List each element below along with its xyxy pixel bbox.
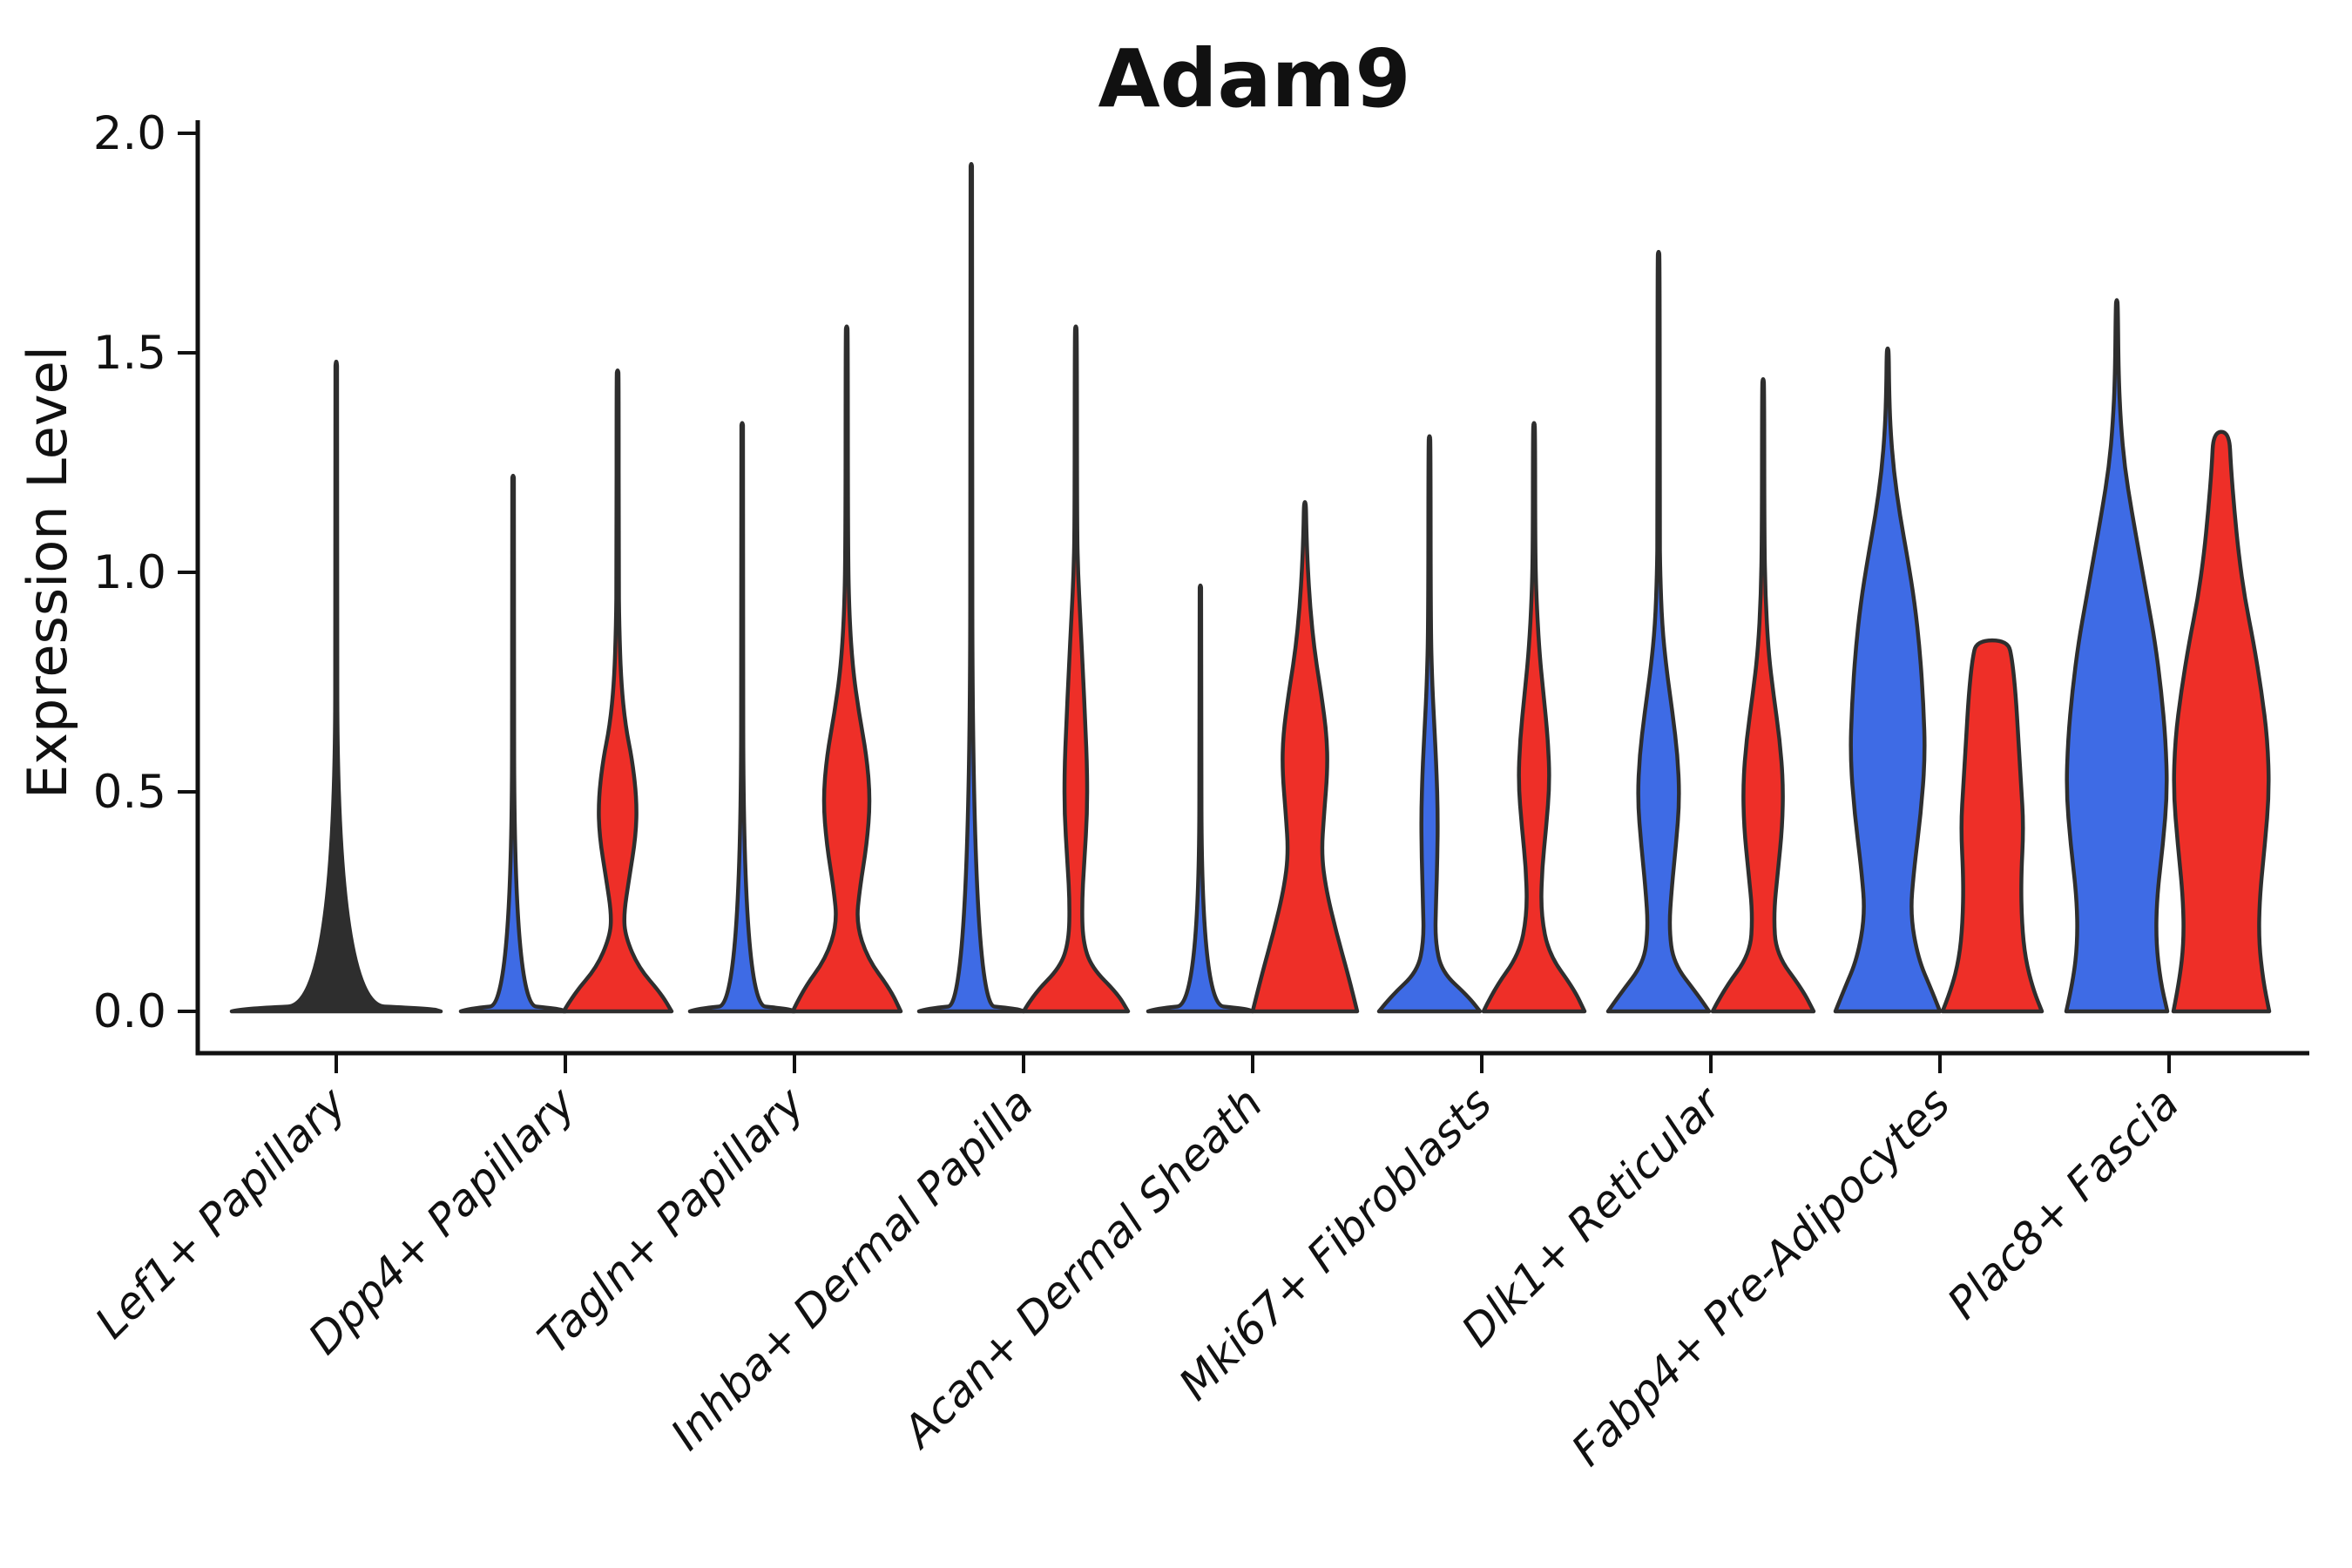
- y-tick-label: 0.5: [93, 766, 166, 819]
- violin-inhba-dermal-papilla-red: [1021, 324, 1131, 1014]
- x-tick-label-7: Fabp4+ Pre-Adipocytes: [1562, 1078, 1960, 1476]
- violin-acan-dermal-sheath-red: [1250, 500, 1360, 1014]
- x-tick-label-8: Plac8+ Fascia: [1938, 1078, 2189, 1328]
- violin-acan-dermal-sheath-blue: [1146, 583, 1255, 1014]
- violin-plac8-fascia-blue: [2064, 298, 2170, 1014]
- violin-mki67-fibroblasts-red: [1481, 421, 1587, 1014]
- x-tick-label-4: Acan+ Dermal Sheath: [892, 1078, 1273, 1458]
- y-tick-label: 1.5: [93, 327, 166, 380]
- chart-title: Adam9: [1098, 32, 1410, 125]
- violin-fabp4-pre-adipocytes-red: [1940, 638, 2044, 1014]
- violin-layer: [229, 162, 2272, 1014]
- y-tick-label: 0.0: [93, 985, 166, 1038]
- y-tick-label: 1.0: [93, 546, 166, 599]
- y-tick-label: 2.0: [93, 107, 166, 160]
- axes-layer: [178, 120, 2309, 1073]
- x-tick-label-3: Inhba+ Dermal Papilla: [661, 1078, 1043, 1459]
- violin-lef1-papillary-all: [229, 359, 443, 1014]
- y-axis-label: Expression Level: [16, 346, 79, 799]
- violin-dlk1-reticular-red: [1710, 376, 1816, 1014]
- violin-dpp4-papillary-blue: [458, 473, 568, 1014]
- violin-inhba-dermal-papilla-blue: [916, 162, 1026, 1014]
- violin-mki67-fibroblasts-blue: [1376, 434, 1483, 1014]
- violin-plac8-fascia-red: [2171, 429, 2272, 1014]
- violin-fabp4-pre-adipocytes-blue: [1833, 346, 1943, 1014]
- x-tick-label-0: Lef1+ Papillary: [85, 1077, 356, 1348]
- violin-tagln-papillary-blue: [687, 421, 797, 1014]
- violin-dlk1-reticular-blue: [1605, 249, 1712, 1014]
- violin-tagln-papillary-red: [790, 324, 903, 1014]
- violin-dpp4-papillary-red: [561, 368, 674, 1014]
